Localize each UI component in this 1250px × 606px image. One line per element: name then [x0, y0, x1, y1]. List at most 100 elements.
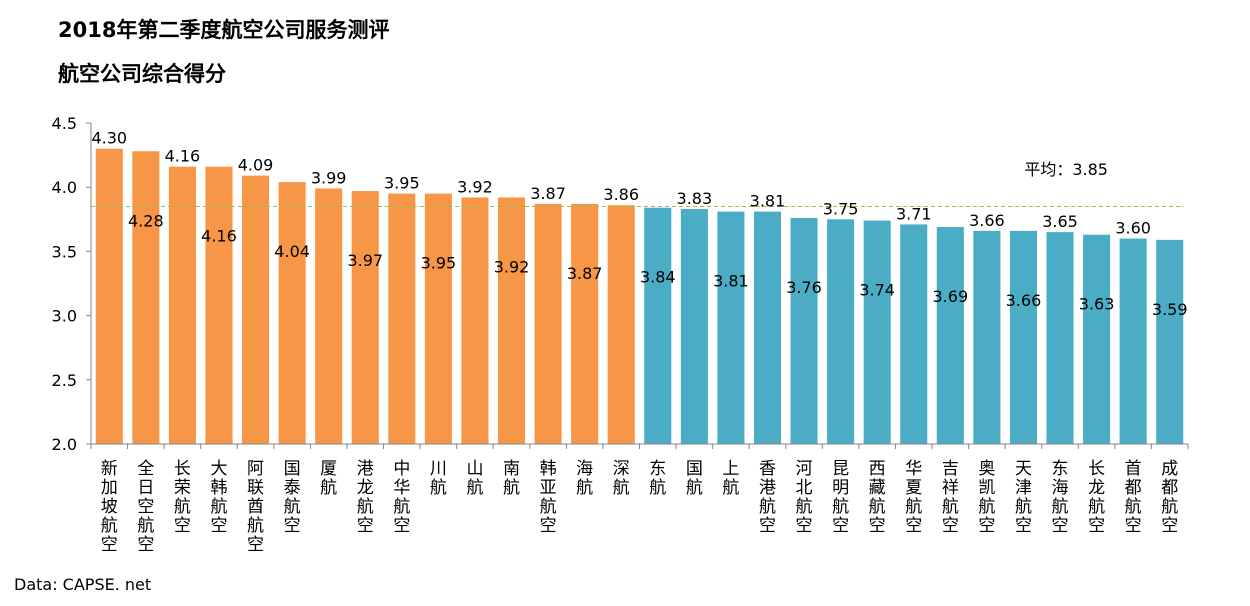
bar: [168, 166, 196, 444]
x-tick-label: 成都航空: [1161, 459, 1178, 536]
bar: [351, 191, 379, 444]
x-tick-label: 全日空航空: [137, 459, 154, 555]
bar: [607, 205, 635, 444]
data-label: 3.59: [1152, 300, 1188, 319]
bar: [753, 211, 782, 444]
data-label: 4.09: [238, 156, 274, 175]
chart-subtitle: 航空公司综合得分: [58, 62, 226, 86]
data-label: 3.69: [933, 287, 969, 306]
x-tick-label: 新加坡航空: [101, 459, 118, 555]
x-tick-label: 东海航空: [1052, 459, 1069, 536]
x-tick-label: 国航: [686, 459, 703, 498]
bar: [680, 209, 708, 444]
bar: [424, 193, 452, 444]
data-label: 3.87: [567, 264, 603, 283]
bar: [497, 197, 526, 444]
average-label: 平均：3.85: [1024, 160, 1108, 179]
x-tick-label: 东航: [649, 459, 666, 498]
data-label: 3.99: [311, 168, 347, 187]
x-tick-label: 昆明航空: [832, 459, 849, 536]
data-label: 3.66: [1006, 291, 1042, 310]
bar: [388, 193, 416, 444]
bar: [95, 148, 123, 444]
data-label: 4.30: [91, 129, 127, 148]
x-tick-label: 大韩航空: [210, 459, 227, 536]
data-label: 3.92: [494, 257, 530, 276]
bar: [717, 211, 745, 444]
x-tick-label: 海航: [576, 459, 593, 498]
y-tick-label: 4.5: [52, 114, 77, 133]
x-tick-label: 奥凯航空: [978, 459, 995, 536]
data-label: 4.16: [201, 227, 237, 246]
data-label: 3.87: [530, 184, 566, 203]
bar: [1083, 234, 1111, 444]
x-tick-label: 吉祥航空: [942, 459, 959, 536]
data-label: 3.83: [677, 189, 713, 208]
bar: [1156, 239, 1184, 444]
x-tick-label: 中华航空: [393, 459, 410, 536]
bar: [900, 224, 928, 444]
bar: [571, 203, 599, 444]
bar: [461, 197, 489, 444]
bar: [315, 188, 343, 444]
data-label: 3.92: [457, 177, 493, 196]
bar: [827, 219, 855, 444]
y-tick-label: 4.0: [52, 178, 77, 197]
bar: [863, 220, 891, 444]
x-tick-label: 深航: [613, 459, 630, 498]
data-label: 3.97: [347, 251, 383, 270]
x-tick-label: 长荣航空: [174, 459, 191, 536]
x-tick-label: 西藏航空: [869, 459, 886, 536]
data-label: 3.71: [896, 204, 932, 223]
x-tick-label: 上航: [722, 459, 739, 498]
bar: [242, 175, 270, 444]
data-label: 3.81: [750, 192, 786, 211]
y-tick-label: 2.0: [52, 435, 77, 454]
data-label: 3.76: [786, 278, 822, 297]
bar: [132, 151, 160, 444]
x-tick-label: 山航: [466, 459, 483, 498]
bar: [534, 203, 562, 444]
bar: [790, 218, 818, 444]
data-label: 3.60: [1115, 219, 1151, 238]
data-label: 3.95: [421, 254, 457, 273]
data-label: 3.86: [603, 185, 639, 204]
data-label: 4.16: [165, 147, 201, 166]
x-tick-label: 首都航空: [1125, 459, 1142, 536]
data-label: 3.63: [1079, 295, 1115, 314]
data-label: 3.65: [1042, 212, 1078, 231]
bar: [1009, 230, 1037, 444]
bar: [973, 230, 1001, 444]
y-tick-label: 2.5: [52, 371, 77, 390]
bar: [644, 207, 672, 444]
data-label: 3.81: [713, 272, 749, 291]
data-label: 3.84: [640, 268, 676, 287]
x-tick-label: 河北航空: [796, 459, 813, 536]
data-label: 4.28: [128, 211, 164, 230]
x-tick-label: 香港航空: [759, 459, 776, 536]
x-tick-label: 韩亚航空: [540, 459, 557, 536]
x-tick-label: 厦航: [320, 459, 337, 498]
x-tick-label: 国泰航空: [284, 459, 301, 536]
x-tick-label: 华夏航空: [905, 459, 922, 536]
data-label: 4.04: [274, 242, 310, 261]
bar: [936, 227, 964, 444]
chart-title: 2018年第二季度航空公司服务测评: [58, 18, 390, 42]
bar: [1046, 232, 1074, 444]
y-tick-label: 3.0: [52, 307, 77, 326]
data-label: 3.66: [969, 211, 1005, 230]
data-label: 3.75: [823, 199, 859, 218]
data-label: 3.74: [859, 281, 895, 300]
bar: [278, 182, 306, 444]
bar: [205, 166, 233, 444]
data-source: Data: CAPSE. net: [14, 575, 152, 594]
x-tick-label: 长龙航空: [1088, 459, 1105, 536]
x-tick-label: 阿联酋航空: [247, 459, 264, 555]
x-tick-label: 川航: [430, 459, 447, 498]
data-label: 3.95: [384, 174, 420, 193]
x-tick-label: 天津航空: [1015, 459, 1032, 536]
y-tick-label: 3.5: [52, 242, 77, 261]
x-tick-label: 港龙航空: [357, 459, 374, 536]
bar: [1119, 238, 1147, 444]
